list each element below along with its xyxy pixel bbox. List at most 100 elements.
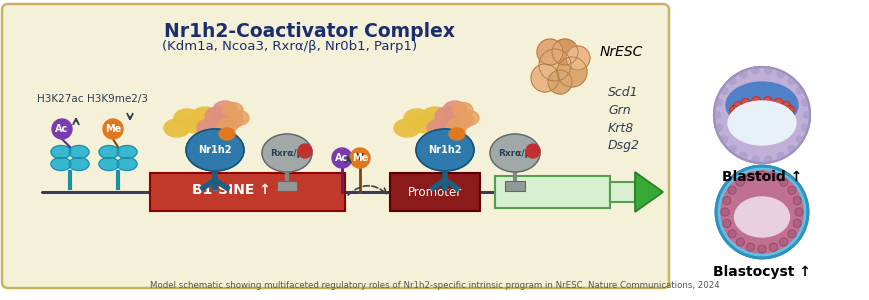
Text: Me: Me bbox=[351, 153, 368, 163]
Ellipse shape bbox=[727, 101, 795, 145]
Circle shape bbox=[764, 156, 771, 163]
Ellipse shape bbox=[116, 146, 136, 158]
Circle shape bbox=[733, 101, 741, 110]
Circle shape bbox=[746, 173, 753, 181]
Circle shape bbox=[781, 101, 790, 110]
Circle shape bbox=[713, 112, 720, 118]
Ellipse shape bbox=[229, 110, 249, 125]
Ellipse shape bbox=[403, 109, 429, 127]
Circle shape bbox=[795, 136, 802, 143]
Text: Nr1h2-Coactivator Complex: Nr1h2-Coactivator Complex bbox=[164, 22, 455, 41]
Text: Grn: Grn bbox=[607, 103, 630, 116]
Circle shape bbox=[751, 156, 759, 163]
Text: Dsg2: Dsg2 bbox=[607, 140, 640, 152]
Circle shape bbox=[526, 144, 540, 158]
Circle shape bbox=[720, 208, 728, 216]
Circle shape bbox=[768, 173, 777, 181]
Polygon shape bbox=[634, 172, 662, 212]
FancyBboxPatch shape bbox=[609, 182, 634, 202]
Circle shape bbox=[714, 99, 721, 106]
Circle shape bbox=[547, 70, 571, 94]
Circle shape bbox=[728, 77, 735, 85]
Ellipse shape bbox=[219, 128, 235, 140]
Circle shape bbox=[556, 57, 587, 87]
Text: Me: Me bbox=[105, 124, 121, 134]
Text: Ac: Ac bbox=[56, 124, 69, 134]
FancyBboxPatch shape bbox=[276, 181, 296, 191]
Ellipse shape bbox=[211, 115, 235, 133]
Ellipse shape bbox=[174, 109, 200, 127]
Ellipse shape bbox=[448, 128, 464, 140]
Text: Krt8: Krt8 bbox=[607, 122, 634, 134]
Circle shape bbox=[785, 106, 793, 115]
Text: NrESC: NrESC bbox=[600, 45, 643, 59]
Circle shape bbox=[720, 136, 726, 143]
Circle shape bbox=[773, 98, 782, 107]
Ellipse shape bbox=[192, 107, 218, 125]
Circle shape bbox=[52, 119, 72, 139]
Circle shape bbox=[727, 230, 735, 238]
Circle shape bbox=[551, 39, 577, 65]
Ellipse shape bbox=[216, 118, 236, 134]
Ellipse shape bbox=[116, 158, 136, 170]
Circle shape bbox=[764, 67, 771, 74]
Circle shape bbox=[751, 67, 759, 74]
Text: Model schematic showing multifaceted regulatory roles of Nr1h2-specific intrinsi: Model schematic showing multifaceted reg… bbox=[150, 281, 719, 290]
Circle shape bbox=[803, 112, 810, 118]
Ellipse shape bbox=[725, 82, 797, 128]
Circle shape bbox=[800, 99, 808, 106]
Circle shape bbox=[735, 238, 743, 246]
Circle shape bbox=[793, 196, 800, 205]
Text: Rxrα/β: Rxrα/β bbox=[270, 148, 303, 158]
Ellipse shape bbox=[421, 107, 448, 125]
Ellipse shape bbox=[51, 146, 71, 158]
Ellipse shape bbox=[51, 158, 71, 170]
Circle shape bbox=[783, 110, 793, 118]
Ellipse shape bbox=[219, 111, 242, 129]
Circle shape bbox=[714, 124, 721, 131]
Circle shape bbox=[751, 97, 760, 106]
Circle shape bbox=[730, 110, 739, 118]
Circle shape bbox=[530, 64, 559, 92]
Circle shape bbox=[722, 219, 730, 227]
FancyBboxPatch shape bbox=[2, 4, 668, 288]
Text: Nr1h2: Nr1h2 bbox=[198, 145, 231, 155]
Ellipse shape bbox=[394, 119, 420, 137]
Circle shape bbox=[722, 196, 730, 205]
Ellipse shape bbox=[198, 117, 223, 135]
Text: Promoter: Promoter bbox=[408, 185, 461, 199]
Circle shape bbox=[779, 178, 786, 186]
Circle shape bbox=[800, 124, 808, 131]
Circle shape bbox=[757, 171, 765, 179]
Ellipse shape bbox=[164, 119, 189, 137]
Circle shape bbox=[713, 67, 809, 163]
Text: B1-SINE ↑: B1-SINE ↑ bbox=[192, 183, 271, 197]
Circle shape bbox=[735, 178, 743, 186]
Ellipse shape bbox=[428, 117, 454, 135]
Text: (Kdm1a, Ncoa3, Rxrα/β, Nr0b1, Parp1): (Kdm1a, Ncoa3, Rxrα/β, Nr0b1, Parp1) bbox=[163, 40, 417, 53]
Ellipse shape bbox=[205, 107, 229, 125]
Text: Nr1h2: Nr1h2 bbox=[428, 145, 461, 155]
Ellipse shape bbox=[99, 146, 119, 158]
Ellipse shape bbox=[222, 103, 242, 118]
Ellipse shape bbox=[459, 110, 479, 125]
Text: Scd1: Scd1 bbox=[607, 85, 638, 98]
Circle shape bbox=[332, 148, 352, 168]
Text: Blastocyst ↑: Blastocyst ↑ bbox=[713, 265, 810, 279]
Text: Ac: Ac bbox=[335, 153, 348, 163]
Ellipse shape bbox=[412, 115, 437, 133]
Circle shape bbox=[787, 186, 795, 194]
Circle shape bbox=[787, 146, 794, 152]
Text: Rxrα/β: Rxrα/β bbox=[498, 148, 531, 158]
Circle shape bbox=[768, 243, 777, 251]
Ellipse shape bbox=[489, 134, 540, 172]
Ellipse shape bbox=[415, 129, 474, 171]
FancyBboxPatch shape bbox=[149, 173, 345, 211]
Ellipse shape bbox=[447, 118, 467, 134]
Circle shape bbox=[740, 98, 749, 107]
Circle shape bbox=[739, 152, 746, 159]
Circle shape bbox=[793, 219, 800, 227]
Circle shape bbox=[103, 119, 123, 139]
Ellipse shape bbox=[733, 197, 788, 237]
Text: H3K9me2/3: H3K9me2/3 bbox=[88, 94, 149, 104]
